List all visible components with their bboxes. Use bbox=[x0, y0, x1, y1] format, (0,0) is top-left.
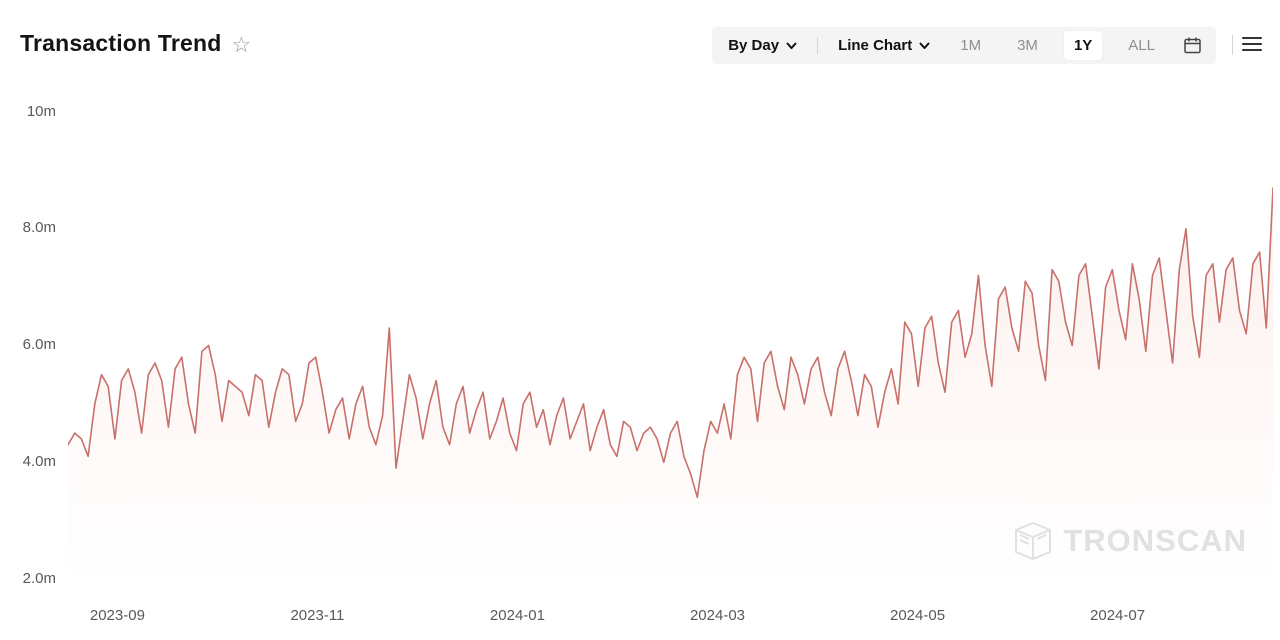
page-title: Transaction Trend bbox=[20, 30, 222, 56]
group-by-dropdown[interactable]: By Day bbox=[724, 37, 801, 54]
x-axis-label: 2024-07 bbox=[1090, 607, 1146, 624]
range-button-1y[interactable]: 1Y bbox=[1063, 31, 1103, 60]
header: Transaction Trend ☆ bbox=[20, 30, 251, 57]
chart-line bbox=[68, 187, 1273, 499]
y-axis-label: 6.0m bbox=[22, 336, 56, 353]
x-axis-label: 2024-05 bbox=[889, 607, 946, 624]
tronscan-logo-icon bbox=[1015, 521, 1052, 561]
y-axis-label: 8.0m bbox=[22, 219, 56, 236]
x-axis-label: 2023-11 bbox=[290, 607, 345, 624]
range-button-all[interactable]: ALL bbox=[1128, 37, 1155, 54]
favorite-star-icon[interactable]: ☆ bbox=[231, 31, 252, 57]
divider bbox=[817, 37, 819, 54]
line-chart[interactable] bbox=[68, 106, 1273, 584]
x-axis-label: 2024-01 bbox=[489, 607, 545, 624]
group-by-label: By Day bbox=[728, 37, 780, 54]
range-button-3m[interactable]: 3M bbox=[1017, 37, 1038, 54]
x-axis-label: 2024-03 bbox=[689, 607, 746, 624]
chart-controls: By Day Line Chart 1M 3M 1Y ALL bbox=[712, 27, 1216, 64]
y-axis-label: 10m bbox=[26, 103, 56, 120]
y-axis-label: 2.0m bbox=[22, 570, 56, 587]
menu-icon[interactable] bbox=[1242, 37, 1262, 51]
chart-type-dropdown[interactable]: Line Chart bbox=[834, 37, 934, 54]
chart-area-fill bbox=[68, 187, 1273, 584]
x-axis-label: 2023-09 bbox=[89, 607, 145, 624]
watermark: TRONSCAN bbox=[1012, 521, 1247, 561]
chart-type-label: Line Chart bbox=[838, 37, 913, 54]
chevron-down-icon bbox=[919, 42, 930, 49]
y-axis-label: 4.0m bbox=[22, 453, 56, 470]
range-button-1m[interactable]: 1M bbox=[960, 37, 982, 54]
calendar-icon[interactable] bbox=[1181, 36, 1204, 55]
watermark-text: TRONSCAN bbox=[1063, 523, 1247, 558]
chevron-down-icon bbox=[786, 42, 797, 49]
divider bbox=[1232, 35, 1233, 55]
